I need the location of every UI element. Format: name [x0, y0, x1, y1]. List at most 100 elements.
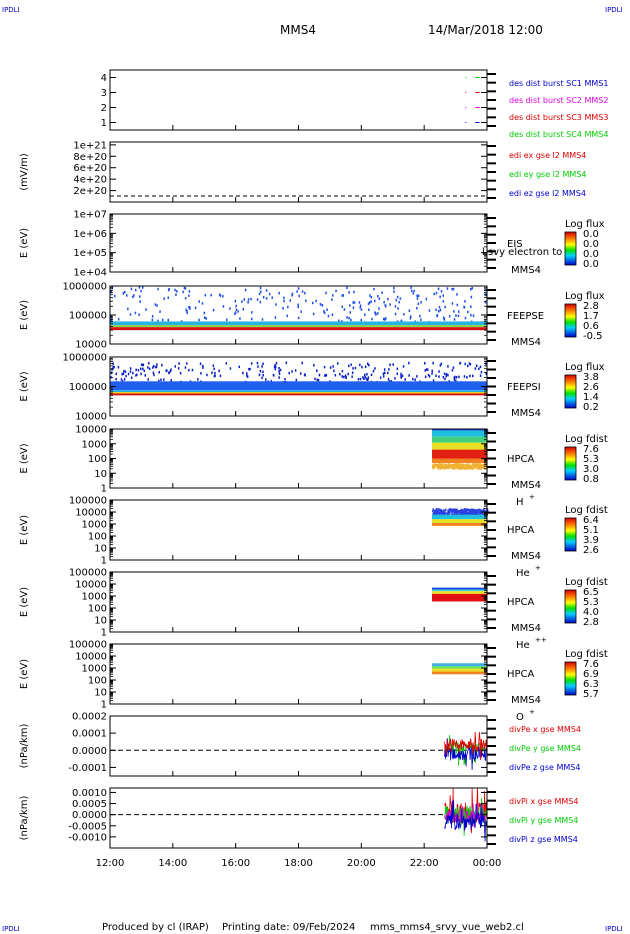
- spectrogram-pixel: [396, 372, 398, 376]
- spectrogram-band: [432, 449, 487, 459]
- spectrogram-band: [432, 589, 487, 592]
- spectrogram-pixel: [454, 513, 456, 516]
- spectrogram-pixel: [411, 289, 413, 293]
- spectrogram-pixel: [475, 511, 478, 514]
- spectrogram-pixel: [479, 513, 481, 516]
- spectrogram-pixel: [271, 296, 273, 299]
- spectrogram-pixel: [461, 467, 463, 470]
- spectrogram-pixel: [361, 365, 363, 369]
- spectrogram-pixel: [364, 373, 366, 377]
- spectrogram-pixel: [350, 318, 352, 322]
- spectrogram-pixel: [441, 512, 444, 515]
- spectrogram-pixel: [262, 362, 264, 365]
- spectrogram-pixel: [148, 362, 150, 365]
- spectrogram-pixel: [122, 292, 124, 295]
- spectrogram-pixel: [453, 510, 455, 513]
- spectrogram-pixel: [438, 370, 440, 373]
- spectrogram-pixel: [460, 466, 462, 470]
- spectrogram-pixel: [148, 367, 151, 371]
- spectrogram-pixel: [346, 286, 348, 290]
- x-tick-label: 12:00: [96, 858, 125, 869]
- spectrogram-pixel: [122, 372, 125, 375]
- spectrogram-pixel: [438, 375, 440, 378]
- spectrogram-pixel: [203, 311, 206, 315]
- spectrogram-pixel: [445, 463, 447, 467]
- spectrogram-pixel: [166, 369, 168, 373]
- y-tick-label: 0.0001: [72, 729, 107, 740]
- spectrogram-pixel: [443, 318, 446, 321]
- spectrogram-pixel: [374, 299, 376, 303]
- colorbar-tick-label: 0.0: [583, 229, 599, 240]
- spectrogram-pixel: [133, 294, 135, 297]
- spectrogram-pixel: [359, 304, 362, 307]
- spectrogram-pixel: [278, 376, 280, 379]
- x-tick-label: 22:00: [410, 858, 439, 869]
- spectrogram-pixel: [472, 511, 474, 514]
- spectrogram-pixel: [341, 375, 343, 378]
- spectrogram-pixel: [170, 379, 172, 382]
- spectrogram-pixel: [160, 378, 162, 381]
- instrument-label: HPCA: [507, 525, 535, 536]
- spectrogram-band: [432, 663, 487, 667]
- spectrogram-pixel: [409, 317, 412, 320]
- spectrogram-pixel: [321, 304, 324, 307]
- spectrogram-pixel: [140, 367, 142, 371]
- colorbar-tick-label: 0.0: [583, 239, 599, 250]
- y-tick-label: 100000: [69, 311, 107, 322]
- panel-frame: [109, 69, 488, 131]
- spectrogram-pixel: [359, 377, 362, 381]
- spectrogram-pixel: [262, 374, 264, 377]
- spectrogram-pixel: [403, 313, 405, 316]
- spectrogram-pixel: [274, 364, 276, 367]
- spectrogram-pixel: [210, 293, 212, 297]
- spectrogram-pixel: [427, 373, 430, 377]
- y-tick-label: 4e+20: [73, 175, 107, 186]
- spectrogram-pixel: [438, 512, 440, 515]
- spectrogram-pixel: [110, 371, 113, 375]
- spectrogram-pixel: [222, 305, 225, 308]
- legend-label: edi ey gse l2 MMS4: [509, 170, 587, 179]
- spectrogram-pixel: [432, 509, 434, 513]
- spectrogram-pixel: [383, 317, 385, 321]
- spectrogram-pixel: [439, 508, 441, 511]
- spectrogram-pixel: [438, 310, 440, 313]
- colorbar-tick-label: 1.4: [583, 392, 599, 403]
- spectrogram-pixel: [337, 362, 339, 365]
- spectrogram-pixel: [188, 290, 191, 293]
- spectrogram-pixel: [126, 294, 128, 297]
- spectrogram-pixel: [455, 465, 458, 469]
- spectrogram-pixel: [256, 298, 259, 301]
- spectrogram-pixel: [372, 369, 375, 373]
- x-tick-label: 20:00: [347, 858, 376, 869]
- colorbar-title: Log flux: [565, 291, 605, 302]
- spectrogram-pixel: [470, 295, 473, 299]
- spectrogram-pixel: [462, 466, 465, 470]
- panel-frame: [109, 141, 488, 203]
- species-label: He: [516, 640, 530, 651]
- spectrogram-pixel: [153, 373, 155, 377]
- colorbar-tick-label: 5.1: [583, 525, 599, 536]
- spectrogram-pixel: [482, 509, 485, 512]
- spectrogram-pixel: [366, 373, 368, 376]
- spectrogram-pixel: [471, 286, 473, 290]
- spectrogram-pixel: [312, 301, 314, 305]
- spectrogram-pixel: [436, 314, 438, 318]
- spectrogram-pixel: [368, 301, 371, 304]
- spectrogram-pixel: [323, 311, 326, 315]
- spectrogram-pixel: [332, 294, 334, 297]
- spectrogram-pixel: [468, 463, 470, 467]
- spectrogram-pixel: [388, 368, 390, 371]
- spectrogram-pixel: [268, 292, 271, 296]
- spectrogram-pixel: [331, 313, 334, 316]
- spectrogram-pixel: [417, 302, 420, 305]
- spectrogram-pixel: [373, 287, 375, 291]
- spectrogram-pixel: [396, 367, 399, 371]
- spectrogram-pixel: [287, 305, 289, 309]
- spectrogram-band: [110, 393, 487, 396]
- spectrogram-pixel: [147, 378, 149, 381]
- spectrogram-pixel: [464, 512, 467, 515]
